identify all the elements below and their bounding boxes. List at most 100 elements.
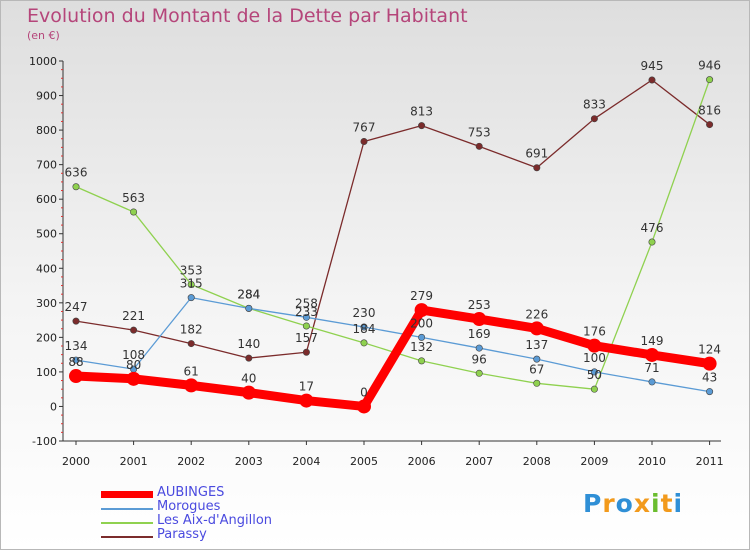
data-label: 230 — [353, 306, 376, 320]
logo-letter: i — [673, 489, 684, 518]
data-point — [590, 368, 598, 376]
data-point — [706, 121, 714, 129]
data-label: 258 — [295, 296, 318, 310]
data-point — [299, 393, 314, 408]
data-point — [702, 356, 717, 371]
y-tick-label: -100 — [32, 435, 57, 448]
data-point — [130, 208, 138, 216]
data-label: 184 — [353, 322, 376, 336]
logo-letter: x — [633, 489, 651, 518]
series-line-parassy — [75, 79, 711, 359]
y-tick-label: 700 — [36, 159, 57, 172]
data-point — [529, 321, 544, 336]
data-label: 221 — [122, 309, 145, 323]
data-point — [648, 76, 656, 84]
data-point — [357, 399, 371, 414]
data-label: 67 — [529, 362, 544, 376]
data-label: 226 — [525, 307, 548, 321]
data-point — [72, 183, 80, 191]
logo-letter: o — [615, 489, 634, 518]
series-layer — [69, 76, 717, 414]
data-label: 945 — [641, 59, 664, 73]
legend-swatch — [101, 522, 153, 524]
data-point — [360, 323, 368, 331]
data-label: 284 — [237, 287, 260, 301]
logo-letter: i — [651, 489, 661, 518]
data-label: 137 — [525, 338, 548, 352]
y-tick-label: 800 — [36, 124, 57, 137]
data-label: 100 — [583, 351, 606, 365]
data-point — [533, 355, 541, 363]
data-label: 40 — [241, 372, 256, 386]
x-tick-label: 2005 — [350, 455, 378, 468]
data-point — [302, 348, 310, 356]
data-point — [130, 326, 138, 334]
y-tick-label: 1000 — [29, 55, 57, 68]
x-tick-label: 2008 — [523, 455, 551, 468]
data-label: 816 — [698, 104, 721, 118]
data-point — [245, 354, 253, 362]
data-label: 157 — [295, 331, 318, 345]
data-label: 563 — [122, 191, 145, 205]
y-tick-label: 600 — [36, 193, 57, 206]
y-tick-label: 300 — [36, 297, 57, 310]
data-point — [472, 312, 487, 327]
label-layer: 88 80 61 40 17 0 279 253 226 176 149 124 134 108 315 28… — [65, 59, 722, 400]
data-point — [360, 339, 368, 347]
data-point — [418, 357, 426, 365]
y-tick-label: 500 — [36, 228, 57, 241]
data-label: 96 — [472, 352, 487, 366]
data-label: 61 — [184, 364, 199, 378]
data-point — [475, 344, 483, 352]
legend-swatch — [101, 536, 153, 538]
x-tick-label: 2002 — [177, 455, 205, 468]
chart-subtitle: (en €) — [27, 29, 60, 42]
data-point — [475, 369, 483, 377]
data-point — [533, 164, 541, 172]
legend-swatch — [101, 491, 153, 498]
data-point — [418, 333, 426, 341]
data-point — [706, 76, 714, 84]
proxiti-logo: Proxiti — [583, 489, 683, 518]
data-point — [302, 322, 310, 330]
data-label: 17 — [299, 380, 314, 394]
logo-letter: t — [660, 489, 674, 518]
axis-layer: -100010020030040050060070080090010002000… — [29, 55, 724, 468]
x-tick-label: 2003 — [235, 455, 263, 468]
data-label: 767 — [353, 120, 376, 134]
data-label: 176 — [583, 325, 606, 339]
data-label: 0 — [360, 385, 368, 399]
data-point — [184, 378, 199, 393]
data-point — [360, 137, 368, 145]
data-label: 946 — [698, 59, 721, 73]
y-tick-label: 900 — [36, 90, 57, 103]
data-label: 140 — [237, 337, 260, 351]
x-tick-label: 2004 — [292, 455, 320, 468]
data-point — [187, 340, 195, 348]
x-tick-label: 2007 — [465, 455, 493, 468]
data-point — [241, 385, 256, 400]
data-label: 813 — [410, 105, 433, 119]
x-tick-label: 2011 — [696, 455, 724, 468]
data-label: 233 — [295, 305, 318, 319]
data-point — [302, 313, 310, 321]
legend-label: AUBINGES — [157, 485, 225, 500]
data-label: 353 — [180, 264, 203, 278]
x-tick-label: 2001 — [120, 455, 148, 468]
data-label: 182 — [180, 323, 203, 337]
data-point — [590, 385, 598, 393]
data-label: 253 — [468, 298, 491, 312]
data-label: 149 — [641, 334, 664, 348]
data-point — [72, 317, 80, 325]
y-tick-label: 400 — [36, 262, 57, 275]
data-label: 247 — [65, 300, 88, 314]
chart-title: Evolution du Montant de la Dette par Hab… — [27, 5, 468, 27]
data-point — [418, 122, 426, 130]
data-label: 80 — [126, 358, 141, 372]
data-label: 108 — [122, 348, 145, 362]
data-point — [475, 142, 483, 150]
data-label: 124 — [698, 343, 721, 357]
x-tick-label: 2000 — [62, 455, 90, 468]
